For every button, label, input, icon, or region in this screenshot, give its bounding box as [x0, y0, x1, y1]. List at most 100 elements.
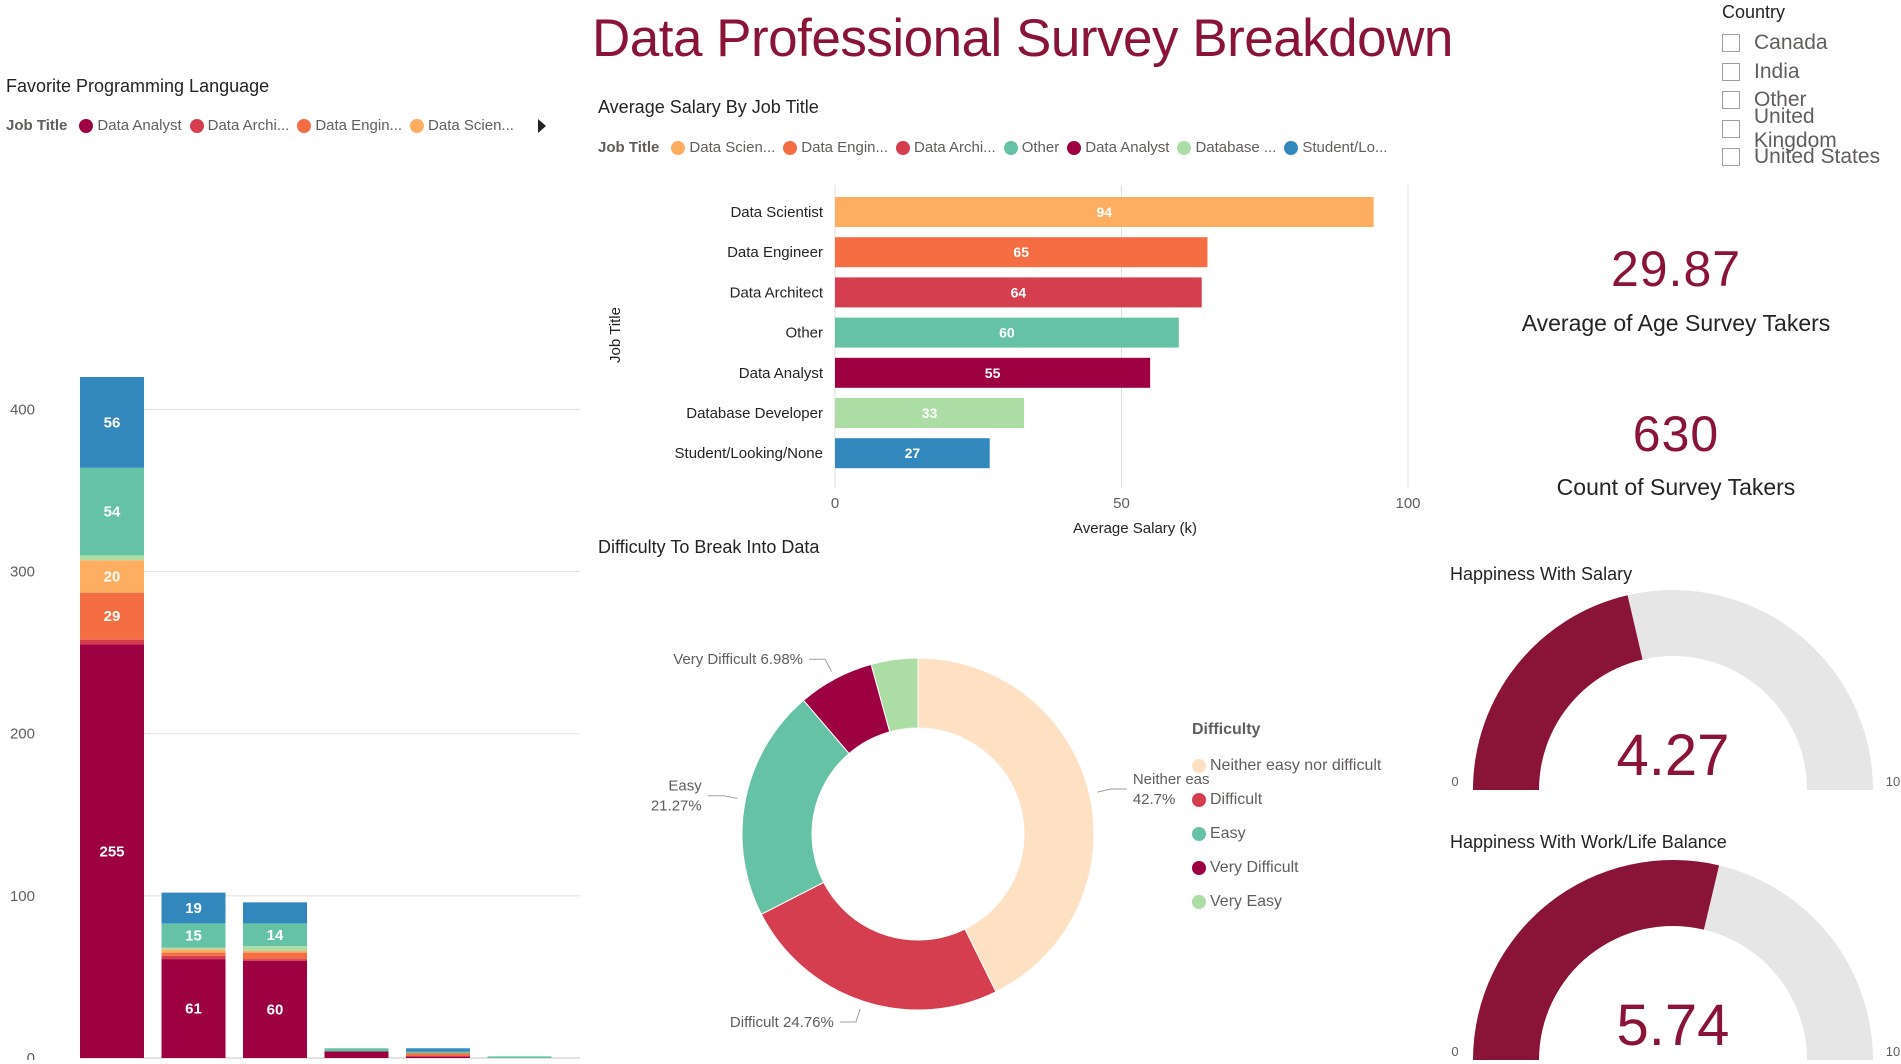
country-option-united-states[interactable]: United States [1722, 143, 1901, 172]
age-kpi-label: Average of Age Survey Takers [1521, 310, 1831, 336]
bar-segment-data-engineer [243, 952, 307, 960]
y-tick-label: Data Architect [730, 284, 824, 301]
salary-legend-item[interactable]: Student/Lo... [1284, 139, 1387, 156]
x-axis-title: Average Salary (k) [1073, 520, 1197, 537]
salary-legend-item[interactable]: Data Archi... [896, 139, 996, 156]
y-tick-label: Database Developer [686, 405, 823, 422]
country-option-label: United States [1754, 145, 1881, 169]
bar-segment-student-looking-none [80, 377, 144, 468]
legend-next-arrow-icon[interactable] [537, 118, 546, 133]
difficulty-legend-item[interactable]: Very Difficult [1192, 851, 1381, 885]
legend-dot-icon [189, 118, 204, 133]
country-option-label: Other [1754, 88, 1807, 112]
difficulty-legend: Difficulty Neither easy nor difficult Dif… [1192, 721, 1381, 919]
bar-data-label: 60 [999, 325, 1015, 341]
country-slicer-title: Country [1722, 2, 1786, 22]
bar-segment-data-analyst [80, 644, 144, 1058]
checkbox[interactable] [1722, 34, 1740, 53]
difficulty-legend-item[interactable]: Neither easy nor difficult [1192, 749, 1381, 783]
donut-data-label: Very Difficult 6.98% [673, 651, 803, 668]
gauge-min-label: 0 [1451, 774, 1458, 789]
bar-segment-data-scientist [161, 949, 226, 953]
salary-legend-item[interactable]: Other [1003, 139, 1060, 156]
legend-label: Data Analyst [1085, 139, 1170, 156]
bar-segment-data-analyst [406, 1056, 470, 1058]
country-option-india[interactable]: India [1722, 58, 1901, 87]
y-tick-label: Other [785, 325, 823, 342]
bar-segment-other [406, 1051, 470, 1054]
lang-legend-item[interactable]: Data Archi... [189, 117, 290, 134]
bar-segment-data-analyst [324, 1051, 389, 1058]
legend-label: Data Archi... [207, 117, 290, 134]
bar-segment-database-developer [80, 555, 144, 561]
y-tick-label: 200 [10, 726, 35, 743]
bar-data-label: 65 [1013, 244, 1029, 260]
bar-segment-other [243, 923, 307, 947]
lang-legend-title: Job Title [6, 117, 68, 134]
count-kpi-value: 630 [1632, 406, 1720, 462]
legend-label: Very Difficult [1210, 859, 1299, 876]
legend-dot-icon [410, 118, 425, 133]
bar-data-label: 33 [922, 405, 938, 421]
country-slicer: Country Canada India Other United Kingdom Un… [1722, 2, 1901, 172]
gauge-fill [1473, 595, 1643, 790]
worklife-gauge-title: Happiness With Work/Life Balance [1450, 832, 1727, 852]
legend-label: Data Scien... [689, 139, 776, 156]
checkbox[interactable] [1722, 119, 1740, 138]
difficulty-legend-item[interactable]: Easy [1192, 817, 1381, 851]
legend-dot-icon [1284, 140, 1299, 155]
x-tick-label: 50 [1113, 495, 1130, 512]
salary-chart-title: Average Salary By Job Title [598, 97, 819, 117]
lang-chart-legend: Job Title Data Analyst Data Archi... Data E… [6, 117, 546, 134]
legend-label: Other [1021, 139, 1060, 156]
y-tick-label: Student/Looking/None [675, 445, 823, 462]
bar-data-analyst [835, 357, 1151, 388]
bar-segment-data-engineer [161, 952, 226, 956]
bar-segment-database-developer [243, 946, 307, 951]
legend-dot-icon [1003, 140, 1018, 155]
country-option-label: Canada [1754, 31, 1828, 55]
checkbox[interactable] [1722, 62, 1740, 81]
bar-data-label: 19 [185, 900, 202, 917]
salary-legend-item[interactable]: Database ... [1177, 139, 1276, 156]
leader-line [707, 795, 738, 799]
salary-legend-item[interactable]: Data Analyst [1067, 139, 1169, 156]
bar-data-label: 56 [104, 414, 121, 431]
country-option-united-kingdom[interactable]: United Kingdom [1722, 105, 1901, 152]
bar-segment-data-architect [161, 955, 226, 960]
lang-legend-item[interactable]: Data Scien... [410, 117, 514, 134]
difficulty-legend-item[interactable]: Very Easy [1192, 885, 1381, 919]
country-option-other[interactable]: Other [1722, 86, 1901, 115]
lang-legend-item[interactable]: Data Engin... [297, 117, 402, 134]
legend-label: Data Analyst [97, 117, 182, 134]
bar-data-label: 20 [104, 568, 121, 585]
y-tick-label: 400 [10, 401, 35, 418]
checkbox[interactable] [1722, 91, 1740, 110]
gauge-value-label: 4.27 [1617, 723, 1730, 788]
salary-happiness-gauge: 4.27 0 10 [1451, 590, 1900, 790]
bar-data-label: 60 [267, 1001, 284, 1018]
y-tick-label: Data Scientist [730, 204, 823, 221]
bar-segment-other [324, 1048, 389, 1052]
bar-segment-data-analyst [161, 959, 226, 1058]
legend-dot-icon [783, 140, 798, 155]
country-option-canada[interactable]: Canada [1722, 29, 1901, 58]
salary-gauge-title: Happiness With Salary [1450, 564, 1633, 584]
worklife-happiness-gauge: 5.74 0 10 [1451, 860, 1900, 1060]
bar-segment-student-looking-none [243, 902, 307, 924]
y-tick-label: 100 [10, 888, 35, 905]
legend-label: Very Easy [1210, 893, 1283, 910]
salary-legend-item[interactable]: Data Scien... [671, 139, 775, 156]
gauge-value-label: 5.74 [1617, 993, 1730, 1058]
y-tick-label: Data Engineer [727, 244, 823, 261]
bar-segment-other [80, 467, 144, 556]
legend-label: Student/Lo... [1302, 139, 1388, 156]
salary-chart-legend: Job Title Data Scien... Data Engin... Data … [598, 139, 1395, 156]
legend-dot-icon [297, 118, 312, 133]
salary-legend-item[interactable]: Data Engin... [783, 139, 888, 156]
difficulty-legend-item[interactable]: Difficult [1192, 783, 1381, 817]
legend-dot-icon [1192, 827, 1206, 841]
checkbox[interactable] [1722, 148, 1740, 167]
lang-legend-item[interactable]: Data Analyst [79, 117, 182, 134]
lang-chart-title: Favorite Programming Language [6, 76, 270, 96]
